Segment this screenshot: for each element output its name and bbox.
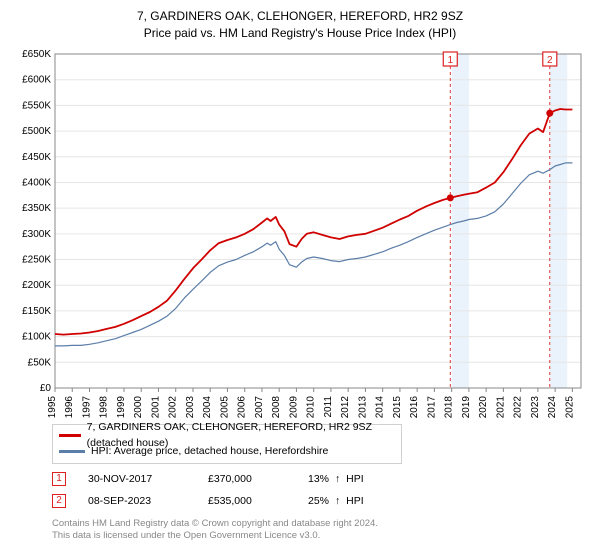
svg-text:2013: 2013 [357, 395, 368, 417]
legend-swatch [59, 434, 81, 437]
svg-text:2015: 2015 [392, 395, 403, 417]
svg-text:2000: 2000 [133, 395, 144, 417]
svg-text:2017: 2017 [426, 395, 437, 417]
svg-text:2023: 2023 [530, 395, 541, 417]
svg-text:£400K: £400K [22, 177, 51, 188]
table-row: 1 30-NOV-2017 £370,000 13% ↑ HPI [52, 468, 590, 490]
svg-text:2004: 2004 [202, 395, 213, 417]
footer-line: Contains HM Land Registry data © Crown c… [52, 518, 590, 531]
svg-text:£550K: £550K [22, 100, 51, 111]
sale-marker-icon: 2 [52, 494, 66, 508]
svg-text:£100K: £100K [22, 331, 51, 342]
svg-text:£300K: £300K [22, 228, 51, 239]
svg-text:£600K: £600K [22, 74, 51, 85]
svg-text:2001: 2001 [150, 395, 161, 417]
svg-text:1999: 1999 [116, 395, 127, 417]
svg-text:2: 2 [547, 55, 553, 66]
table-row: 2 08-SEP-2023 £535,000 25% ↑ HPI [52, 490, 590, 512]
svg-text:£50K: £50K [28, 357, 52, 368]
chart-container: 7, GARDINERS OAK, CLEHONGER, HEREFORD, H… [0, 0, 600, 560]
svg-text:2025: 2025 [564, 395, 575, 417]
sale-price: £535,000 [208, 495, 308, 507]
svg-text:2019: 2019 [461, 395, 472, 417]
chart-svg: £0 £50K £100K £150K £200K £250K £300K £350K £400… [10, 48, 590, 418]
svg-text:1996: 1996 [64, 395, 75, 417]
sale-price: £370,000 [208, 473, 308, 485]
chart-plot-area: £0 £50K £100K £150K £200K £250K £300K £350K £400… [10, 48, 590, 418]
svg-text:£250K: £250K [22, 254, 51, 265]
arrow-up-icon: ↑ [335, 495, 340, 507]
svg-text:£650K: £650K [22, 49, 51, 60]
sale-pct: 25% ↑ HPI [308, 495, 458, 507]
sale-pct: 13% ↑ HPI [308, 473, 458, 485]
svg-text:2006: 2006 [237, 395, 248, 417]
legend-swatch [59, 450, 85, 453]
svg-text:2002: 2002 [168, 395, 179, 417]
legend-row: 7, GARDINERS OAK, CLEHONGER, HEREFORD, H… [59, 428, 395, 444]
svg-text:2008: 2008 [271, 395, 282, 417]
svg-text:1997: 1997 [81, 395, 92, 417]
arrow-up-icon: ↑ [335, 473, 340, 485]
svg-text:1: 1 [447, 55, 453, 66]
svg-text:2007: 2007 [254, 395, 265, 417]
svg-text:£0: £0 [40, 383, 52, 394]
svg-text:£450K: £450K [22, 151, 51, 162]
legend: 7, GARDINERS OAK, CLEHONGER, HEREFORD, H… [52, 424, 402, 464]
svg-text:2005: 2005 [219, 395, 230, 417]
svg-text:£200K: £200K [22, 280, 51, 291]
title-address: 7, GARDINERS OAK, CLEHONGER, HEREFORD, H… [10, 8, 590, 25]
svg-text:1995: 1995 [47, 395, 58, 417]
svg-text:2012: 2012 [340, 395, 351, 417]
sales-table: 1 30-NOV-2017 £370,000 13% ↑ HPI 2 08-SE… [52, 468, 590, 512]
svg-text:2024: 2024 [547, 395, 558, 417]
svg-text:1998: 1998 [99, 395, 110, 417]
svg-text:£500K: £500K [22, 126, 51, 137]
svg-text:2022: 2022 [513, 395, 524, 417]
legend-label: HPI: Average price, detached house, Here… [91, 444, 328, 460]
svg-text:2016: 2016 [409, 395, 420, 417]
svg-text:2020: 2020 [478, 395, 489, 417]
svg-text:2014: 2014 [375, 395, 386, 417]
footer-note: Contains HM Land Registry data © Crown c… [52, 518, 590, 544]
sale-date: 30-NOV-2017 [88, 473, 208, 485]
svg-text:£150K: £150K [22, 306, 51, 317]
sale-marker-icon: 1 [52, 472, 66, 486]
footer-line: This data is licensed under the Open Gov… [52, 530, 590, 543]
svg-text:2003: 2003 [185, 395, 196, 417]
svg-text:2011: 2011 [323, 395, 334, 417]
chart-title: 7, GARDINERS OAK, CLEHONGER, HEREFORD, H… [10, 8, 590, 42]
svg-text:2010: 2010 [306, 395, 317, 417]
svg-text:2021: 2021 [495, 395, 506, 417]
title-subtitle: Price paid vs. HM Land Registry's House … [10, 25, 590, 42]
svg-text:£350K: £350K [22, 203, 51, 214]
svg-text:2009: 2009 [288, 395, 299, 417]
sale-date: 08-SEP-2023 [88, 495, 208, 507]
svg-text:2018: 2018 [444, 395, 455, 417]
